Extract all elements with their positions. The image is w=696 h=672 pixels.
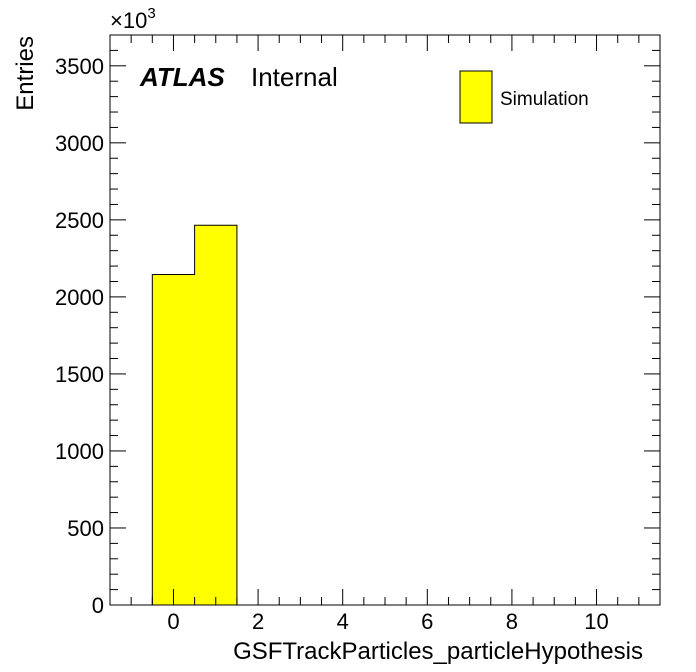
y-multiplier-label: ×103: [110, 5, 156, 33]
x-tick-label: 4: [337, 609, 349, 634]
x-axis-title: GSFTrackParticles_particleHypothesis: [233, 638, 643, 665]
y-tick-label: 0: [92, 593, 104, 618]
y-axis-title: Entries: [12, 36, 39, 111]
histogram-bar-1: [194, 225, 237, 605]
x-tick-label: 0: [167, 609, 179, 634]
x-tick-label: 8: [506, 609, 518, 634]
axis-tick-labels: 0 2 4 6 8 10 0 500 1000 1500 2000 2500 3000 3500: [55, 54, 609, 634]
y-tick-label: 3000: [55, 131, 104, 156]
y-tick-label: 2500: [55, 208, 104, 233]
histogram-bars: [151, 224, 238, 605]
x-tick-label: 2: [252, 609, 264, 634]
y-tick-label: 3500: [55, 54, 104, 79]
x-tick-label: 6: [421, 609, 433, 634]
histogram-bar-0: [152, 274, 195, 605]
y-tick-label: 500: [67, 516, 104, 541]
y-multiplier-exponent: 3: [147, 5, 155, 22]
atlas-status-label: Internal: [251, 62, 338, 92]
x-tick-label: 10: [584, 609, 608, 634]
y-tick-label: 1000: [55, 439, 104, 464]
plot-frame: [109, 34, 661, 606]
y-tick-label: 2000: [55, 285, 104, 310]
y-tick-label: 1500: [55, 362, 104, 387]
y-multiplier-base: ×10: [110, 8, 147, 33]
histogram-outline: [151, 224, 238, 605]
legend-label-simulation: Simulation: [500, 89, 589, 110]
axis-ticks: [109, 34, 661, 606]
atlas-label: ATLAS: [139, 62, 225, 92]
legend-swatch-simulation: [459, 70, 493, 124]
